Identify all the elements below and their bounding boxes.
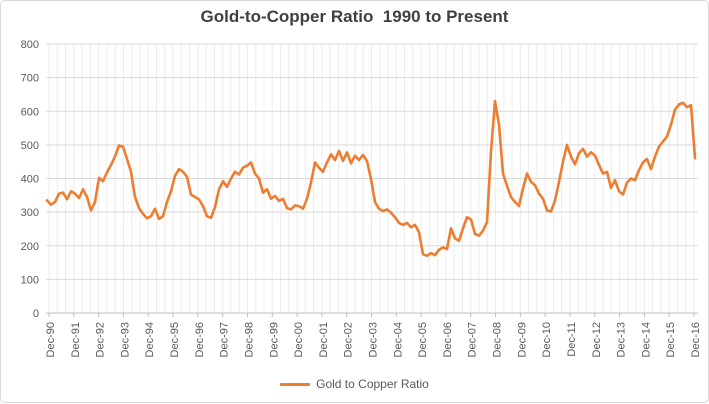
x-tick-label: Dec-91 bbox=[70, 322, 82, 357]
x-tick-label: Dec-94 bbox=[144, 322, 156, 357]
x-tick-label: Dec-96 bbox=[194, 322, 206, 357]
x-tick-label: Dec-99 bbox=[268, 322, 280, 357]
x-tick-label: Dec-14 bbox=[640, 322, 652, 357]
x-tick-label: Dec-08 bbox=[492, 322, 504, 357]
x-tick-label: Dec-09 bbox=[516, 322, 528, 357]
x-tick-label: Dec-95 bbox=[169, 322, 181, 357]
y-tick-label: 600 bbox=[21, 106, 39, 118]
y-tick-label: 500 bbox=[21, 140, 39, 152]
x-tick-label: Dec-92 bbox=[95, 322, 107, 357]
y-tick-label: 200 bbox=[21, 241, 39, 253]
y-tick-label: 700 bbox=[21, 73, 39, 85]
y-tick-label: 800 bbox=[21, 39, 39, 51]
x-tick-label: Dec-90 bbox=[45, 322, 57, 357]
x-tick-label: Dec-93 bbox=[119, 322, 131, 357]
x-tick-label: Dec-11 bbox=[566, 322, 578, 357]
x-tick-label: Dec-15 bbox=[665, 322, 677, 357]
x-tick-label: Dec-97 bbox=[219, 322, 231, 357]
x-tick-label: Dec-16 bbox=[690, 322, 702, 357]
x-tick-label: Dec-03 bbox=[368, 322, 380, 357]
chart-title: Gold-to-Copper Ratio 1990 to Present bbox=[200, 7, 509, 26]
x-tick-label: Dec-98 bbox=[243, 322, 255, 357]
y-tick-label: 300 bbox=[21, 207, 39, 219]
legend-line-swatch bbox=[280, 382, 311, 386]
x-tick-label: Dec-00 bbox=[293, 322, 305, 357]
series-line bbox=[45, 99, 697, 258]
y-tick-label: 400 bbox=[21, 174, 39, 186]
x-tick-label: Dec-07 bbox=[467, 322, 479, 357]
y-tick-label: 100 bbox=[21, 274, 39, 286]
x-tick-label: Dec-10 bbox=[541, 322, 553, 357]
x-tick-label: Dec-06 bbox=[442, 322, 454, 357]
x-tick-label: Dec-04 bbox=[392, 322, 404, 357]
y-tick-label: 0 bbox=[33, 308, 39, 320]
x-tick-label: Dec-05 bbox=[417, 322, 429, 357]
x-tick-label: Dec-13 bbox=[616, 322, 628, 357]
legend-label: Gold to Copper Ratio bbox=[316, 377, 429, 391]
x-tick-label: Dec-12 bbox=[591, 322, 603, 357]
legend: Gold to Copper Ratio bbox=[1, 377, 708, 391]
x-tick-label: Dec-01 bbox=[318, 322, 330, 357]
x-tick-label: Dec-02 bbox=[343, 322, 355, 357]
